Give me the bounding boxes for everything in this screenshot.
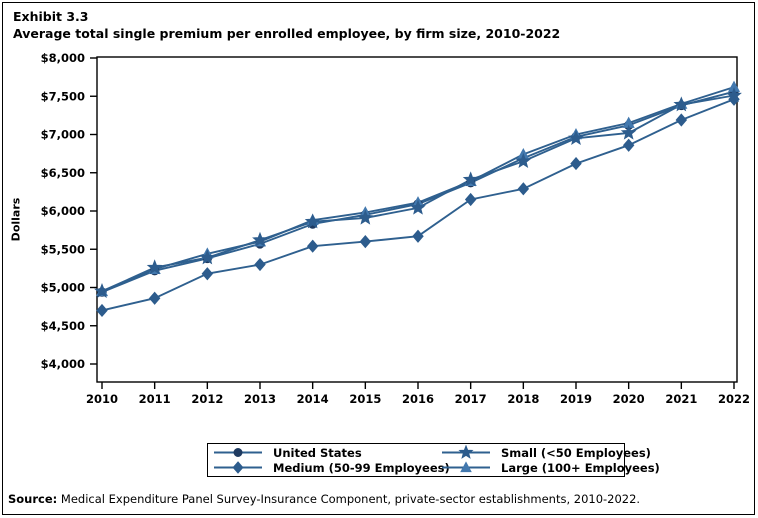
svg-text:2020: 2020 bbox=[613, 392, 645, 406]
svg-text:2013: 2013 bbox=[244, 392, 276, 406]
legend-label-large: Large (100+ Employees) bbox=[501, 460, 660, 475]
legend-item-large: Large (100+ Employees) bbox=[440, 460, 660, 475]
svg-text:2010: 2010 bbox=[86, 392, 118, 406]
source-label: Source: bbox=[8, 492, 58, 506]
svg-text:$6,500: $6,500 bbox=[41, 166, 85, 180]
legend-marker-star-icon bbox=[442, 445, 490, 459]
legend-label-united-states: United States bbox=[273, 445, 362, 460]
svg-text:$8,000: $8,000 bbox=[41, 51, 85, 65]
legend-marker-circle-icon bbox=[214, 448, 262, 457]
svg-text:2022: 2022 bbox=[718, 392, 750, 406]
svg-text:2017: 2017 bbox=[455, 392, 487, 406]
svg-text:$4,000: $4,000 bbox=[41, 357, 85, 371]
legend-label-small: Small (<50 Employees) bbox=[501, 445, 651, 460]
svg-text:$7,500: $7,500 bbox=[41, 89, 85, 103]
legend-marker-diamond-icon bbox=[214, 461, 262, 474]
legend-column-1: United States Medium (50-99 Employees) bbox=[212, 445, 450, 475]
legend: United States Medium (50-99 Employees) S… bbox=[207, 443, 660, 477]
source-note: Source: Medical Expenditure Panel Survey… bbox=[8, 492, 640, 506]
svg-text:2016: 2016 bbox=[402, 392, 434, 406]
title-block: Exhibit 3.3 Average total single premium… bbox=[13, 8, 560, 42]
svg-text:2015: 2015 bbox=[349, 392, 381, 406]
exhibit-number: Exhibit 3.3 bbox=[13, 9, 89, 24]
chart-title: Average total single premium per enrolle… bbox=[13, 26, 561, 41]
svg-text:2014: 2014 bbox=[297, 392, 329, 406]
legend-column-2: Small (<50 Employees) Large (100+ Employ… bbox=[440, 445, 660, 475]
svg-text:2018: 2018 bbox=[507, 392, 539, 406]
svg-text:2021: 2021 bbox=[665, 392, 697, 406]
svg-text:$5,000: $5,000 bbox=[41, 281, 85, 295]
svg-text:$4,500: $4,500 bbox=[41, 319, 85, 333]
svg-text:$5,500: $5,500 bbox=[41, 242, 85, 256]
svg-text:$6,000: $6,000 bbox=[41, 204, 85, 218]
svg-text:2012: 2012 bbox=[191, 392, 223, 406]
svg-text:2019: 2019 bbox=[560, 392, 592, 406]
line-chart: $8,000 $7,500 $7,000 $6,500 $6,000 $5,500 $5,0… bbox=[41, 51, 750, 406]
legend-item-united-states: United States bbox=[212, 445, 440, 460]
legend-marker-triangle-icon bbox=[442, 461, 490, 473]
source-text: Medical Expenditure Panel Survey-Insuran… bbox=[57, 492, 641, 506]
legend-item-medium: Medium (50-99 Employees) bbox=[212, 460, 450, 475]
svg-text:2011: 2011 bbox=[139, 392, 171, 406]
legend-label-medium: Medium (50-99 Employees) bbox=[273, 460, 450, 475]
legend-item-small: Small (<50 Employees) bbox=[440, 445, 660, 460]
svg-text:$7,000: $7,000 bbox=[41, 128, 85, 142]
